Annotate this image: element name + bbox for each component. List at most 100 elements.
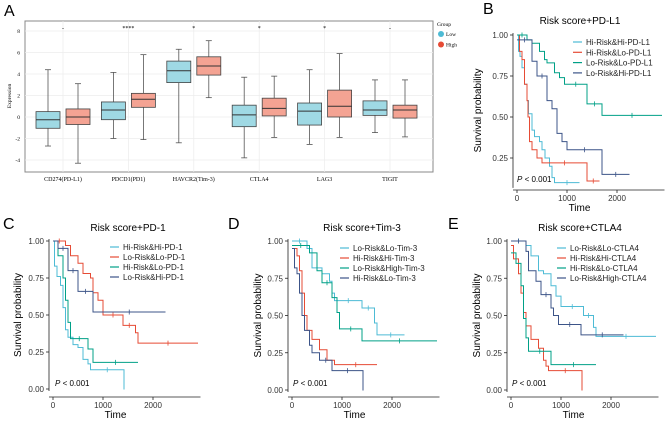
significance-label: - (62, 26, 64, 32)
p-value-symbol: P (55, 379, 61, 388)
y-tick-label: 0.25 (28, 348, 44, 357)
p-value-text: < 0.001 (60, 379, 90, 388)
p-value-text: < 0.001 (298, 379, 328, 388)
panel-c: C Risk score+PD-1 0.00 0.25 0.50 0.75 1.00 0 100… (3, 216, 201, 421)
x-tick-label: 1000 (552, 401, 570, 410)
panel-label: D (228, 216, 240, 233)
legend-label: Lo-Risk&High-Tim-3 (353, 264, 425, 273)
x-tick-label: 1000 (94, 401, 112, 410)
legend-label: Hi-Risk&Lo-PD-L1 (586, 48, 652, 57)
y-tick-label: 1.00 (486, 237, 502, 246)
panel-label: C (3, 216, 15, 233)
box-low (101, 101, 126, 121)
x-tick-label: 2000 (383, 401, 401, 410)
significance-label: * (192, 26, 195, 32)
chart-title: Risk score+Tim-3 (323, 223, 401, 234)
survival-curve (517, 34, 600, 182)
y-tick-label: 0.75 (492, 72, 508, 81)
x-tick-label: 2000 (608, 194, 626, 203)
x-axis-label: Time (569, 203, 591, 214)
x-tick-label: 0 (509, 401, 514, 410)
significance-label: * (258, 26, 261, 32)
plot-area (24, 20, 434, 173)
legend-label: Lo-Risk&High-CTLA4 (570, 274, 647, 283)
box-high (327, 89, 353, 118)
y-tick-label: 0 (17, 115, 20, 121)
box-low (362, 100, 388, 116)
y-tick-label: 4 (17, 72, 20, 78)
chart-title: Risk score+PD-1 (90, 223, 166, 234)
y-tick-label: 0.75 (486, 274, 502, 283)
p-value-symbol: P (512, 379, 518, 388)
y-tick-label: 0.75 (267, 274, 283, 283)
box-low (231, 104, 257, 128)
x-tick-label: HAVCR2(Tim-3) (173, 176, 215, 183)
p-value-text: < 0.001 (517, 379, 547, 388)
legend-label: Lo-Risk&Hi-PD-L1 (586, 69, 652, 78)
y-tick-label: -2 (15, 137, 20, 143)
significance-label: * (323, 26, 326, 32)
legend-label: Hi-Risk&Hi-PD-1 (123, 243, 183, 252)
y-tick-label: 1.00 (28, 237, 44, 246)
y-tick-label: 0.25 (267, 349, 283, 358)
p-value: P < 0.001 (293, 379, 328, 388)
y-tick-label: -4 (15, 158, 20, 164)
legend-label: Lo-Risk&Lo-PD-1 (123, 253, 186, 262)
panel-a: A -4 -2 0 2 4 6 8 Expression CD274(PD-L1) - PDCD1(P… (4, 3, 457, 183)
panel-d: D Risk score+Tim-3 0.00 0.25 0.50 0.75 1.00 0 10… (228, 216, 440, 421)
y-axis-label: Survival probability (472, 274, 483, 358)
panel-label: B (483, 1, 494, 18)
y-axis-label: Expression (7, 84, 13, 109)
legend-label: Lo-Risk&Lo-PD-L1 (586, 59, 653, 68)
panel-label: E (448, 216, 459, 233)
y-tick-label: 1.00 (492, 31, 508, 40)
x-axis-label: Time (105, 410, 127, 421)
y-axis-label: Survival probability (13, 273, 24, 357)
legend-label: Hi-Risk&Hi-CTLA4 (570, 254, 637, 263)
chart-title: Risk score+PD-L1 (540, 16, 621, 27)
x-tick-label: TIGIT (382, 177, 398, 183)
panel-e: E Risk score+CTLA4 0.00 0.25 0.50 0.75 1.00 0 10… (448, 216, 659, 421)
legend-label: Hi-Risk&Hi-PD-L1 (586, 38, 651, 47)
y-tick-label: 0.50 (492, 113, 508, 122)
y-tick-label: 0.50 (267, 312, 283, 321)
box-high (130, 92, 156, 108)
legend-label: Hi-Risk&Lo-PD-1 (123, 263, 184, 272)
y-tick-label: 8 (17, 29, 20, 35)
y-tick-label: 2 (17, 94, 20, 100)
x-tick-label: LAG3 (317, 177, 332, 183)
legend-dot (438, 41, 444, 48)
x-tick-label: 0 (515, 194, 520, 203)
box-high (392, 104, 418, 119)
box-high (261, 97, 287, 117)
panel-b: B Risk score+PD-L1 0.25 0.50 0.75 1.00 0 1000 20… (473, 1, 665, 214)
p-value: P < 0.001 (55, 379, 90, 388)
survival-curve (53, 240, 138, 363)
survival-curve (511, 252, 596, 366)
y-tick-label: 0.00 (28, 385, 44, 394)
survival-curve (292, 247, 377, 366)
y-tick-label: 6 (17, 51, 20, 57)
legend-label: Lo-Risk&Lo-CTLA4 (570, 244, 639, 253)
y-tick-label: 0.00 (267, 386, 283, 395)
x-tick-label: 0 (51, 401, 56, 410)
y-axis-label: Survival probability (473, 68, 484, 152)
p-value: P < 0.001 (512, 379, 547, 388)
y-tick-label: 1.00 (267, 237, 283, 246)
significance-label: **** (122, 26, 134, 32)
x-axis-label: Time (563, 410, 585, 421)
legend-title: Group (437, 22, 451, 28)
x-tick-label: PDCD1(PD1) (112, 176, 146, 183)
survival-curve (517, 34, 580, 184)
y-tick-label: 0.50 (28, 311, 44, 320)
panel-label: A (4, 3, 15, 20)
y-axis-label: Survival probability (253, 274, 264, 358)
x-tick-label: 1000 (333, 401, 351, 410)
survival-curve (517, 39, 630, 175)
x-tick-label: 0 (290, 401, 295, 410)
p-value-symbol: P (293, 379, 299, 388)
p-value-text: < 0.001 (522, 175, 552, 184)
legend-dot (438, 31, 444, 37)
y-tick-label: 0.00 (486, 386, 502, 395)
